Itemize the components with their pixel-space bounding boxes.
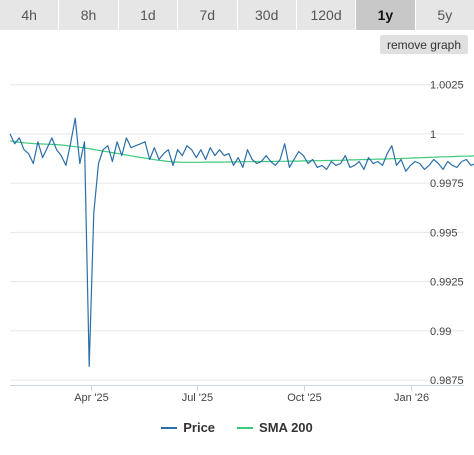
price-line [9, 117, 474, 367]
price-chart: 0.9875 0.99 0.9925 0.995 0.9975 1 1.0025 Apr '2… [9, 80, 474, 404]
remove-graph-button[interactable]: remove graph [379, 35, 468, 54]
tab-5y[interactable]: 5y [415, 0, 474, 30]
tab-7d[interactable]: 7d [178, 0, 238, 30]
chart-legend: Price SMA 200 [0, 420, 474, 435]
y-tick-label: 0.995 [430, 227, 458, 239]
y-tick-label: 0.9875 [430, 375, 464, 387]
x-tick-label: Apr '25 [74, 392, 109, 404]
tab-8h[interactable]: 8h [59, 0, 119, 30]
x-tick-label: Jul '25 [182, 392, 213, 404]
legend-item-sma[interactable]: SMA 200 [237, 420, 313, 435]
legend-swatch-price [161, 426, 178, 429]
legend-swatch-sma [237, 426, 254, 429]
tab-1d[interactable]: 1d [118, 0, 179, 30]
tab-1y[interactable]: 1y [356, 0, 416, 30]
x-tick-label: Oct '25 [287, 392, 322, 404]
tab-30d[interactable]: 30d [237, 0, 297, 30]
y-tick-label: 0.9925 [430, 277, 464, 289]
y-tick-label: 0.9975 [430, 178, 464, 190]
x-tick-label: Jan '26 [394, 392, 429, 404]
timeframe-tabs: 4h 8h 1d 7d 30d 120d 1y 5y [0, 0, 474, 30]
y-tick-label: 1 [430, 129, 436, 141]
y-tick-label: 1.0025 [430, 80, 464, 92]
tab-120d[interactable]: 120d [296, 0, 357, 30]
legend-item-price[interactable]: Price [161, 420, 215, 435]
tab-4h[interactable]: 4h [0, 0, 60, 30]
y-tick-label: 0.99 [430, 326, 451, 338]
legend-label-sma: SMA 200 [259, 420, 313, 435]
sma-200-line [9, 140, 474, 163]
legend-label-price: Price [183, 420, 216, 435]
